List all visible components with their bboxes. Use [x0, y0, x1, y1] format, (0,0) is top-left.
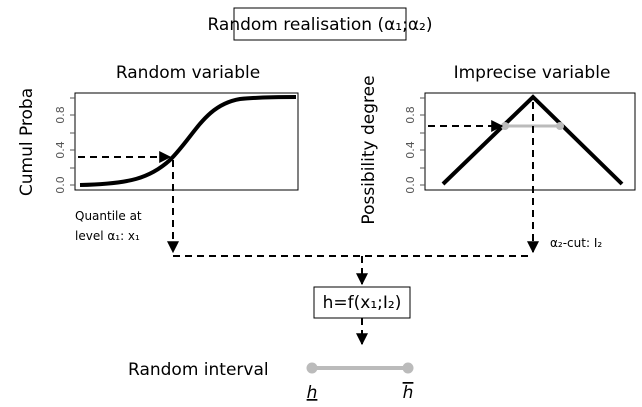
left-y-label: Cumul Proba: [17, 88, 37, 196]
tick-label: 0.4: [404, 141, 417, 159]
right-plot-frame: [424, 92, 636, 191]
interval-label: Random interval: [128, 360, 269, 380]
left-plot-frame: [74, 92, 299, 191]
quantile-label: level α₁: x₁: [75, 229, 140, 243]
title: Random realisation (α₁;α₂): [207, 15, 432, 35]
lower-bound: h: [307, 383, 318, 403]
right-ticks: [420, 97, 425, 186]
title-box: [233, 7, 407, 41]
left-title: Random variable: [116, 63, 260, 83]
tick-label: 0.0: [404, 176, 417, 194]
upper-bound: h: [403, 383, 414, 403]
quantile-label: Quantile at: [75, 209, 142, 223]
right-y-label: Possibility degree: [359, 75, 379, 224]
interval-end: [402, 362, 414, 374]
interval-end: [306, 362, 318, 374]
cdf-curve: [79, 95, 297, 187]
cut-label: α₂-cut: I₂: [550, 236, 602, 250]
tick-label: 0.8: [404, 106, 417, 124]
tick-label: 0.0: [54, 176, 67, 194]
right-title: Imprecise variable: [454, 63, 611, 83]
possibility-triangle: [441, 94, 624, 186]
cut-end: [501, 122, 509, 130]
tick-label: 0.4: [54, 141, 67, 159]
cut-end: [556, 122, 564, 130]
left-ticks: [70, 97, 75, 186]
tick-label: 0.8: [54, 106, 67, 124]
function-label: h=f(x₁;I₂): [323, 293, 402, 313]
